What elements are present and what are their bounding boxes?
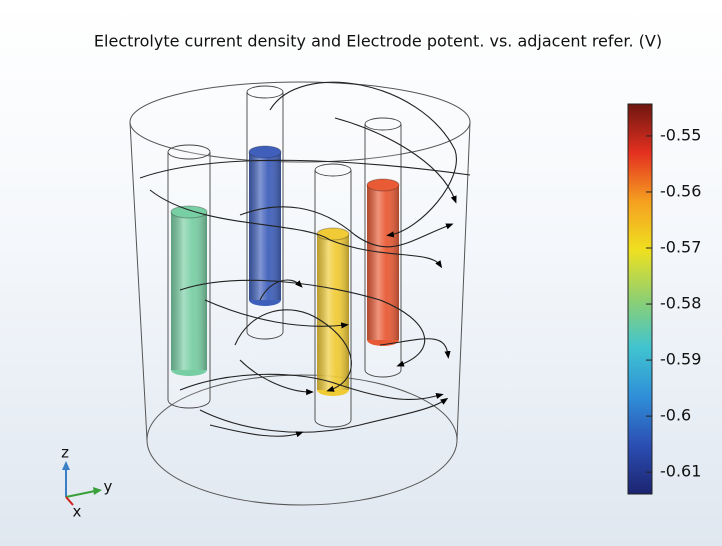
title: Electrolyte current density and Electrod… — [94, 32, 662, 51]
triad-label: z — [61, 444, 69, 462]
colorbar-tick-label: -0.6 — [660, 406, 691, 425]
colorbar-tick-label: -0.57 — [660, 238, 701, 257]
plot: Electrolyte current density and Electrod… — [0, 0, 722, 546]
electrode — [317, 228, 349, 396]
colorbar-tick-label: -0.59 — [660, 350, 701, 369]
viewport: Electrolyte current density and Electrod… — [0, 0, 722, 546]
colorbar-tick-label: -0.61 — [660, 462, 701, 481]
colorbar-tick-label: -0.56 — [660, 181, 701, 200]
electrode — [367, 179, 399, 346]
colorbar-tick-label: -0.58 — [660, 294, 701, 313]
triad-label: x — [73, 503, 82, 521]
colorbar-tick-label: -0.55 — [660, 125, 701, 144]
electrode — [171, 206, 207, 376]
triad-label: y — [104, 478, 113, 496]
axis-triad — [62, 461, 102, 505]
colorbar — [628, 104, 652, 494]
